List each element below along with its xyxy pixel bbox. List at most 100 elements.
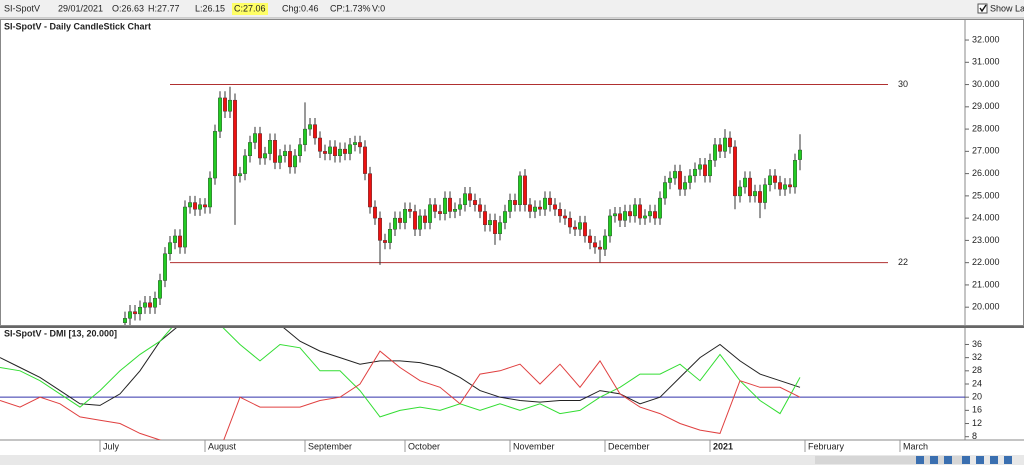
candle-body [263, 153, 268, 159]
candle-body [628, 211, 633, 217]
candle-body [713, 144, 718, 161]
candle-body [383, 240, 388, 243]
main-plot: 30 22 [122, 79, 908, 325]
candle-body [743, 177, 748, 188]
candle-body [518, 175, 523, 205]
candle-body [443, 197, 448, 214]
candle-body [343, 148, 348, 154]
candle-body [653, 211, 658, 219]
candle-body [788, 184, 793, 188]
candle-body [688, 175, 693, 183]
candle-body [668, 177, 673, 183]
candle-body [448, 197, 453, 212]
y-tick-label: 21.000 [972, 279, 1000, 289]
y-tick-label: 36 [972, 339, 982, 349]
candle-body [328, 146, 333, 154]
y-tick-label: 31.000 [972, 57, 1000, 67]
candle-body [122, 318, 127, 323]
y-tick-label: 24.000 [972, 213, 1000, 223]
candle-body [298, 144, 303, 157]
x-tick-label: February [808, 441, 845, 451]
candle-body [578, 222, 583, 230]
candle-body [463, 193, 468, 205]
candle-body [202, 204, 207, 208]
candle-body [167, 242, 172, 254]
candle-body [498, 222, 503, 234]
candle-body [142, 302, 147, 308]
candle-body [458, 204, 463, 210]
candle-body [318, 137, 323, 152]
candle-body [763, 184, 768, 203]
candle-body [738, 186, 743, 197]
candle-body [573, 226, 578, 230]
candle-body [723, 137, 728, 152]
candle-body [232, 99, 237, 177]
nav-buttons[interactable] [916, 456, 1012, 464]
y-tick-label: 29.000 [972, 101, 1000, 111]
panel-divider [0, 326, 1024, 328]
scroll-thumb[interactable] [815, 456, 965, 464]
candle-body [798, 149, 803, 160]
show-last-checkbox[interactable] [977, 3, 988, 14]
candle-body [403, 209, 408, 223]
candle-body [778, 182, 783, 190]
date: 29/01/2021 [58, 3, 103, 13]
candle-body [313, 124, 318, 139]
candle-body [538, 206, 543, 210]
candle-body [192, 202, 197, 210]
candle-body [613, 213, 618, 217]
candle-body [588, 235, 593, 243]
candle-body [368, 173, 373, 208]
change: Chg:0.46 [282, 3, 319, 13]
y-tick-label: 16 [972, 405, 982, 415]
candle-body [453, 209, 458, 212]
candle-body [222, 97, 227, 112]
candle-body [147, 302, 152, 308]
show-last-label[interactable]: Show Last [990, 3, 1024, 13]
candle-body [303, 128, 308, 145]
candle-body [478, 204, 483, 212]
candle-body [793, 160, 798, 188]
candle-body [528, 204, 533, 212]
candle-body [273, 140, 278, 163]
dmi-line [0, 328, 801, 418]
x-tick-label: November [513, 441, 555, 451]
candle-body [187, 202, 192, 208]
candle-body [217, 97, 222, 132]
candle-body [693, 168, 698, 177]
x-tick-label: December [608, 441, 650, 451]
candle-body [593, 242, 598, 248]
candle-body [182, 206, 187, 248]
main-panel [0, 19, 1024, 326]
candle-body [333, 146, 338, 157]
candle-body [323, 151, 328, 154]
candle-body [758, 191, 763, 203]
candle-body [598, 246, 603, 250]
candle-body [393, 217, 398, 230]
candle-body [673, 171, 678, 179]
candle-body [728, 137, 733, 148]
candle-body [423, 215, 428, 223]
candle-body [623, 211, 628, 221]
candle-body [718, 144, 723, 152]
candle-body [563, 215, 568, 219]
x-tick-label: 2021 [713, 441, 733, 451]
candle-body [428, 204, 433, 223]
candle-body [408, 209, 413, 212]
candle-body [197, 204, 202, 210]
candle-body [137, 306, 142, 315]
candle-body [678, 171, 683, 190]
candle-body [293, 155, 298, 168]
y-tick-label: 24 [972, 378, 982, 388]
candle-body [207, 177, 212, 208]
y-tick-label: 26.000 [972, 168, 1000, 178]
candle-body [237, 173, 242, 177]
candle-body [247, 142, 252, 157]
x-tick-label: October [408, 441, 440, 451]
low: L:26.15 [195, 3, 225, 13]
candle-body [488, 220, 493, 226]
candle-body [663, 182, 668, 199]
candle-body [483, 211, 488, 226]
candle-body [398, 217, 403, 223]
candle-body [358, 142, 363, 148]
